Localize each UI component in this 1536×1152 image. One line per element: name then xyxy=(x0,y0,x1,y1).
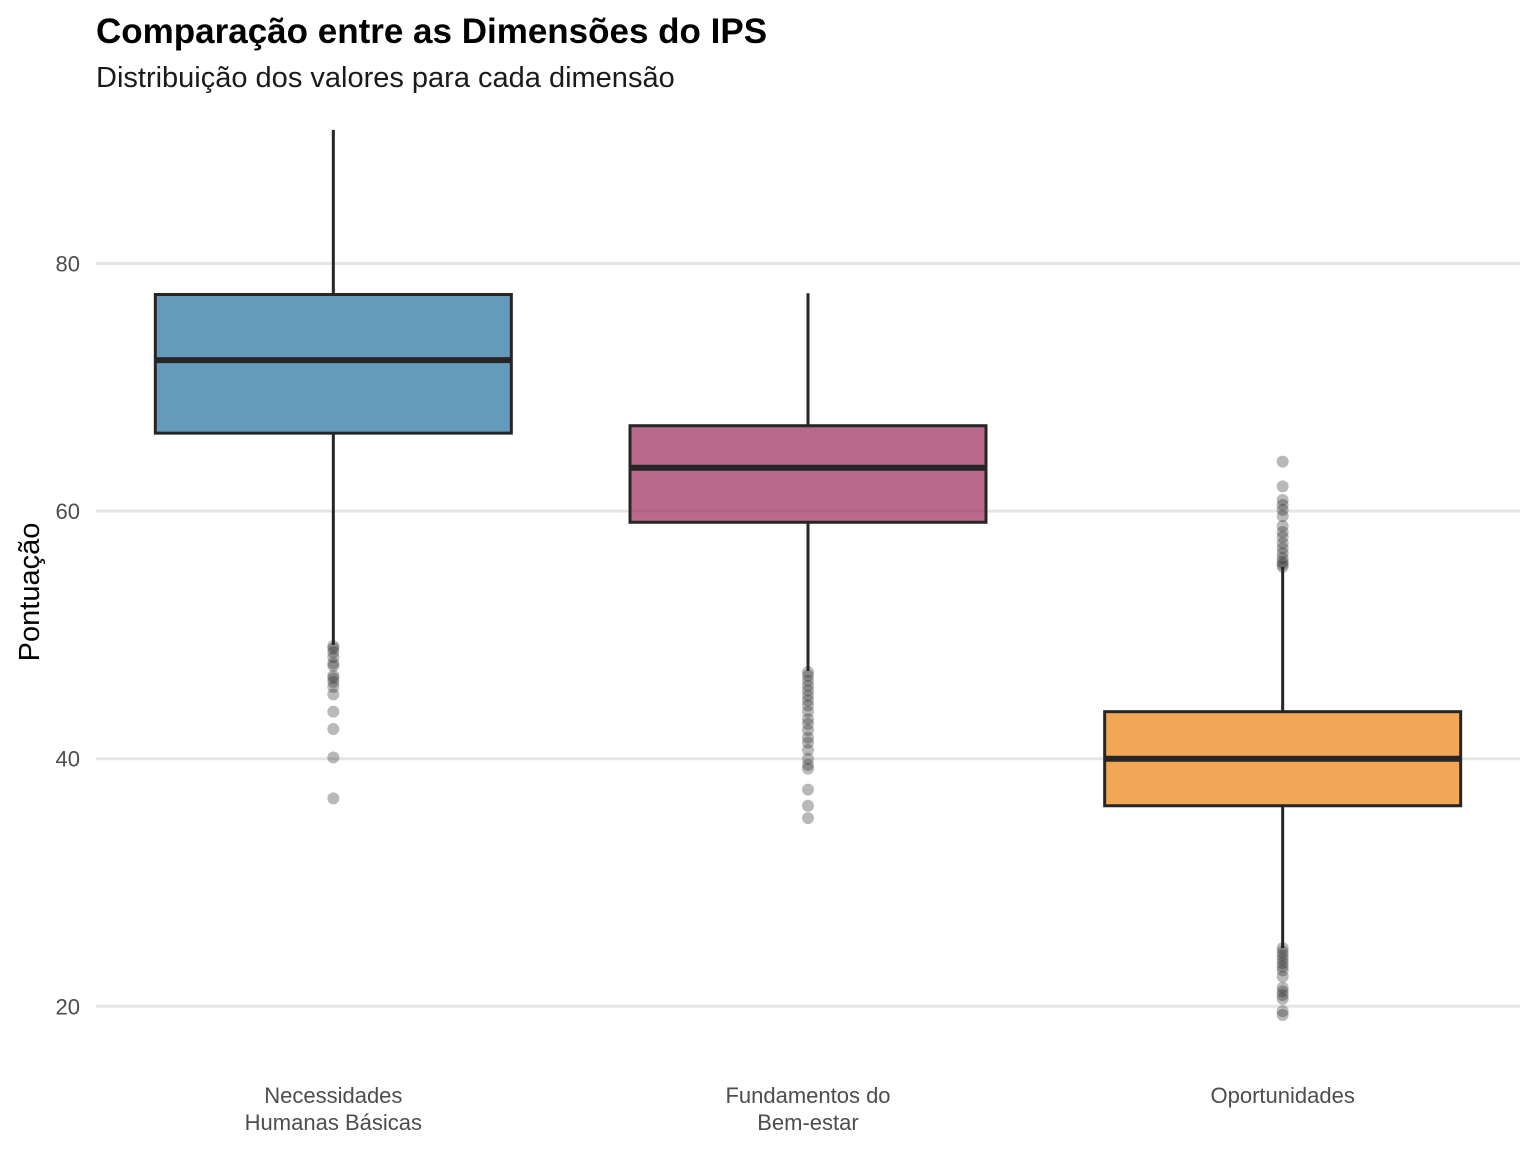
outlier-point xyxy=(1276,510,1289,523)
outlier-point xyxy=(802,718,814,731)
x-tick-label-1: Necessidades Humanas Básicas xyxy=(245,1083,422,1135)
outlier-point xyxy=(1276,992,1289,1005)
x-tick-label-line: Fundamentos do xyxy=(725,1083,890,1108)
outlier-point xyxy=(1276,945,1289,958)
outlier-point xyxy=(802,758,814,771)
box-iqr xyxy=(153,292,513,435)
outlier-point xyxy=(1276,498,1289,511)
outlier-point xyxy=(1276,542,1289,555)
outlier-point xyxy=(1276,1008,1289,1021)
outlier-point xyxy=(802,689,814,702)
outlier-point xyxy=(327,669,340,682)
outlier-point xyxy=(802,762,814,775)
outlier-point xyxy=(1276,455,1289,468)
outlier-point xyxy=(1276,555,1289,568)
outlier-point xyxy=(1276,531,1289,544)
x-axis-labels: Necessidades Humanas Básicas Fundamentos d… xyxy=(245,1083,1355,1135)
y-tick-label-40: 40 xyxy=(56,747,80,772)
outlier-point xyxy=(1276,493,1289,506)
box-group-3 xyxy=(1103,566,1463,949)
outlier-point xyxy=(1276,970,1289,983)
x-tick-label-2: Fundamentos do Bem-estar xyxy=(725,1083,890,1135)
outlier-point xyxy=(1276,942,1289,955)
boxes xyxy=(153,129,1463,949)
outlier-point xyxy=(1276,503,1289,516)
x-tick-label-line: Oportunidades xyxy=(1211,1083,1355,1108)
outliers xyxy=(327,455,1289,1021)
outlier-point xyxy=(802,679,814,692)
outlier-point xyxy=(802,724,814,737)
outlier-point xyxy=(802,674,814,687)
outlier-point xyxy=(327,675,340,688)
outlier-point xyxy=(802,694,814,707)
outlier-point xyxy=(802,699,814,712)
y-tick-label-60: 60 xyxy=(56,499,80,524)
outlier-point xyxy=(802,799,814,812)
outlier-point xyxy=(327,792,340,805)
outlier-point xyxy=(1276,560,1289,573)
outlier-point xyxy=(1276,1005,1289,1018)
outlier-point xyxy=(327,657,340,670)
outlier-point xyxy=(327,672,340,685)
outlier-point xyxy=(802,666,814,679)
outlier-point xyxy=(1276,956,1289,969)
x-tick-label-line: Necessidades xyxy=(264,1083,402,1108)
outlier-point xyxy=(1276,552,1289,565)
box-group-1 xyxy=(153,129,513,645)
outlier-point xyxy=(327,642,340,655)
y-tick-label-80: 80 xyxy=(56,252,80,277)
outlier-point xyxy=(1276,953,1289,966)
outlier-point xyxy=(327,651,340,664)
outlier-point xyxy=(802,669,814,682)
outlier-point xyxy=(1276,985,1289,998)
outlier-point xyxy=(327,688,340,701)
y-axis-ticks: 20 40 60 80 xyxy=(56,252,80,1020)
outlier-point xyxy=(1276,960,1289,973)
outlier-point xyxy=(1276,949,1289,962)
outlier-point xyxy=(802,713,814,726)
outlier-point xyxy=(327,680,340,693)
outlier-point xyxy=(1276,526,1289,539)
outlier-point xyxy=(1276,547,1289,560)
outlier-point xyxy=(802,705,814,718)
chart-title: Comparação entre as Dimensões do IPS xyxy=(96,12,768,51)
x-tick-label-line: Bem-estar xyxy=(757,1110,858,1135)
y-axis-title: Pontuação xyxy=(14,523,46,662)
y-tick-label-20: 20 xyxy=(56,994,80,1019)
outlier-point xyxy=(1276,537,1289,550)
outlier-point xyxy=(802,812,814,825)
outlier-point xyxy=(327,723,340,736)
outlier-point xyxy=(1276,981,1289,994)
outlier-point xyxy=(1276,989,1289,1002)
outlier-point xyxy=(802,684,814,697)
outlier-point xyxy=(327,705,340,718)
box-group-2 xyxy=(628,293,988,671)
outlier-point xyxy=(802,736,814,749)
outlier-point xyxy=(1276,558,1289,571)
outlier-point xyxy=(1276,964,1289,977)
box-iqr xyxy=(628,424,988,524)
outlier-point xyxy=(802,744,814,757)
outlier-point xyxy=(327,659,340,672)
outlier-point xyxy=(802,783,814,796)
outlier-point xyxy=(1276,519,1289,532)
x-tick-label-3: Oportunidades xyxy=(1211,1083,1355,1108)
chart-subtitle: Distribuição dos valores para cada dimen… xyxy=(96,62,675,94)
outlier-point xyxy=(1276,480,1289,493)
outlier-point xyxy=(327,640,340,653)
outlier-point xyxy=(802,731,814,744)
outlier-point xyxy=(327,646,340,659)
outlier-point xyxy=(802,752,814,765)
x-tick-label-line: Humanas Básicas xyxy=(245,1110,422,1135)
outlier-point xyxy=(327,751,340,764)
